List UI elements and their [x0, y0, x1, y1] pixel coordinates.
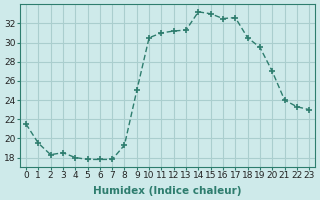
X-axis label: Humidex (Indice chaleur): Humidex (Indice chaleur) — [93, 186, 242, 196]
